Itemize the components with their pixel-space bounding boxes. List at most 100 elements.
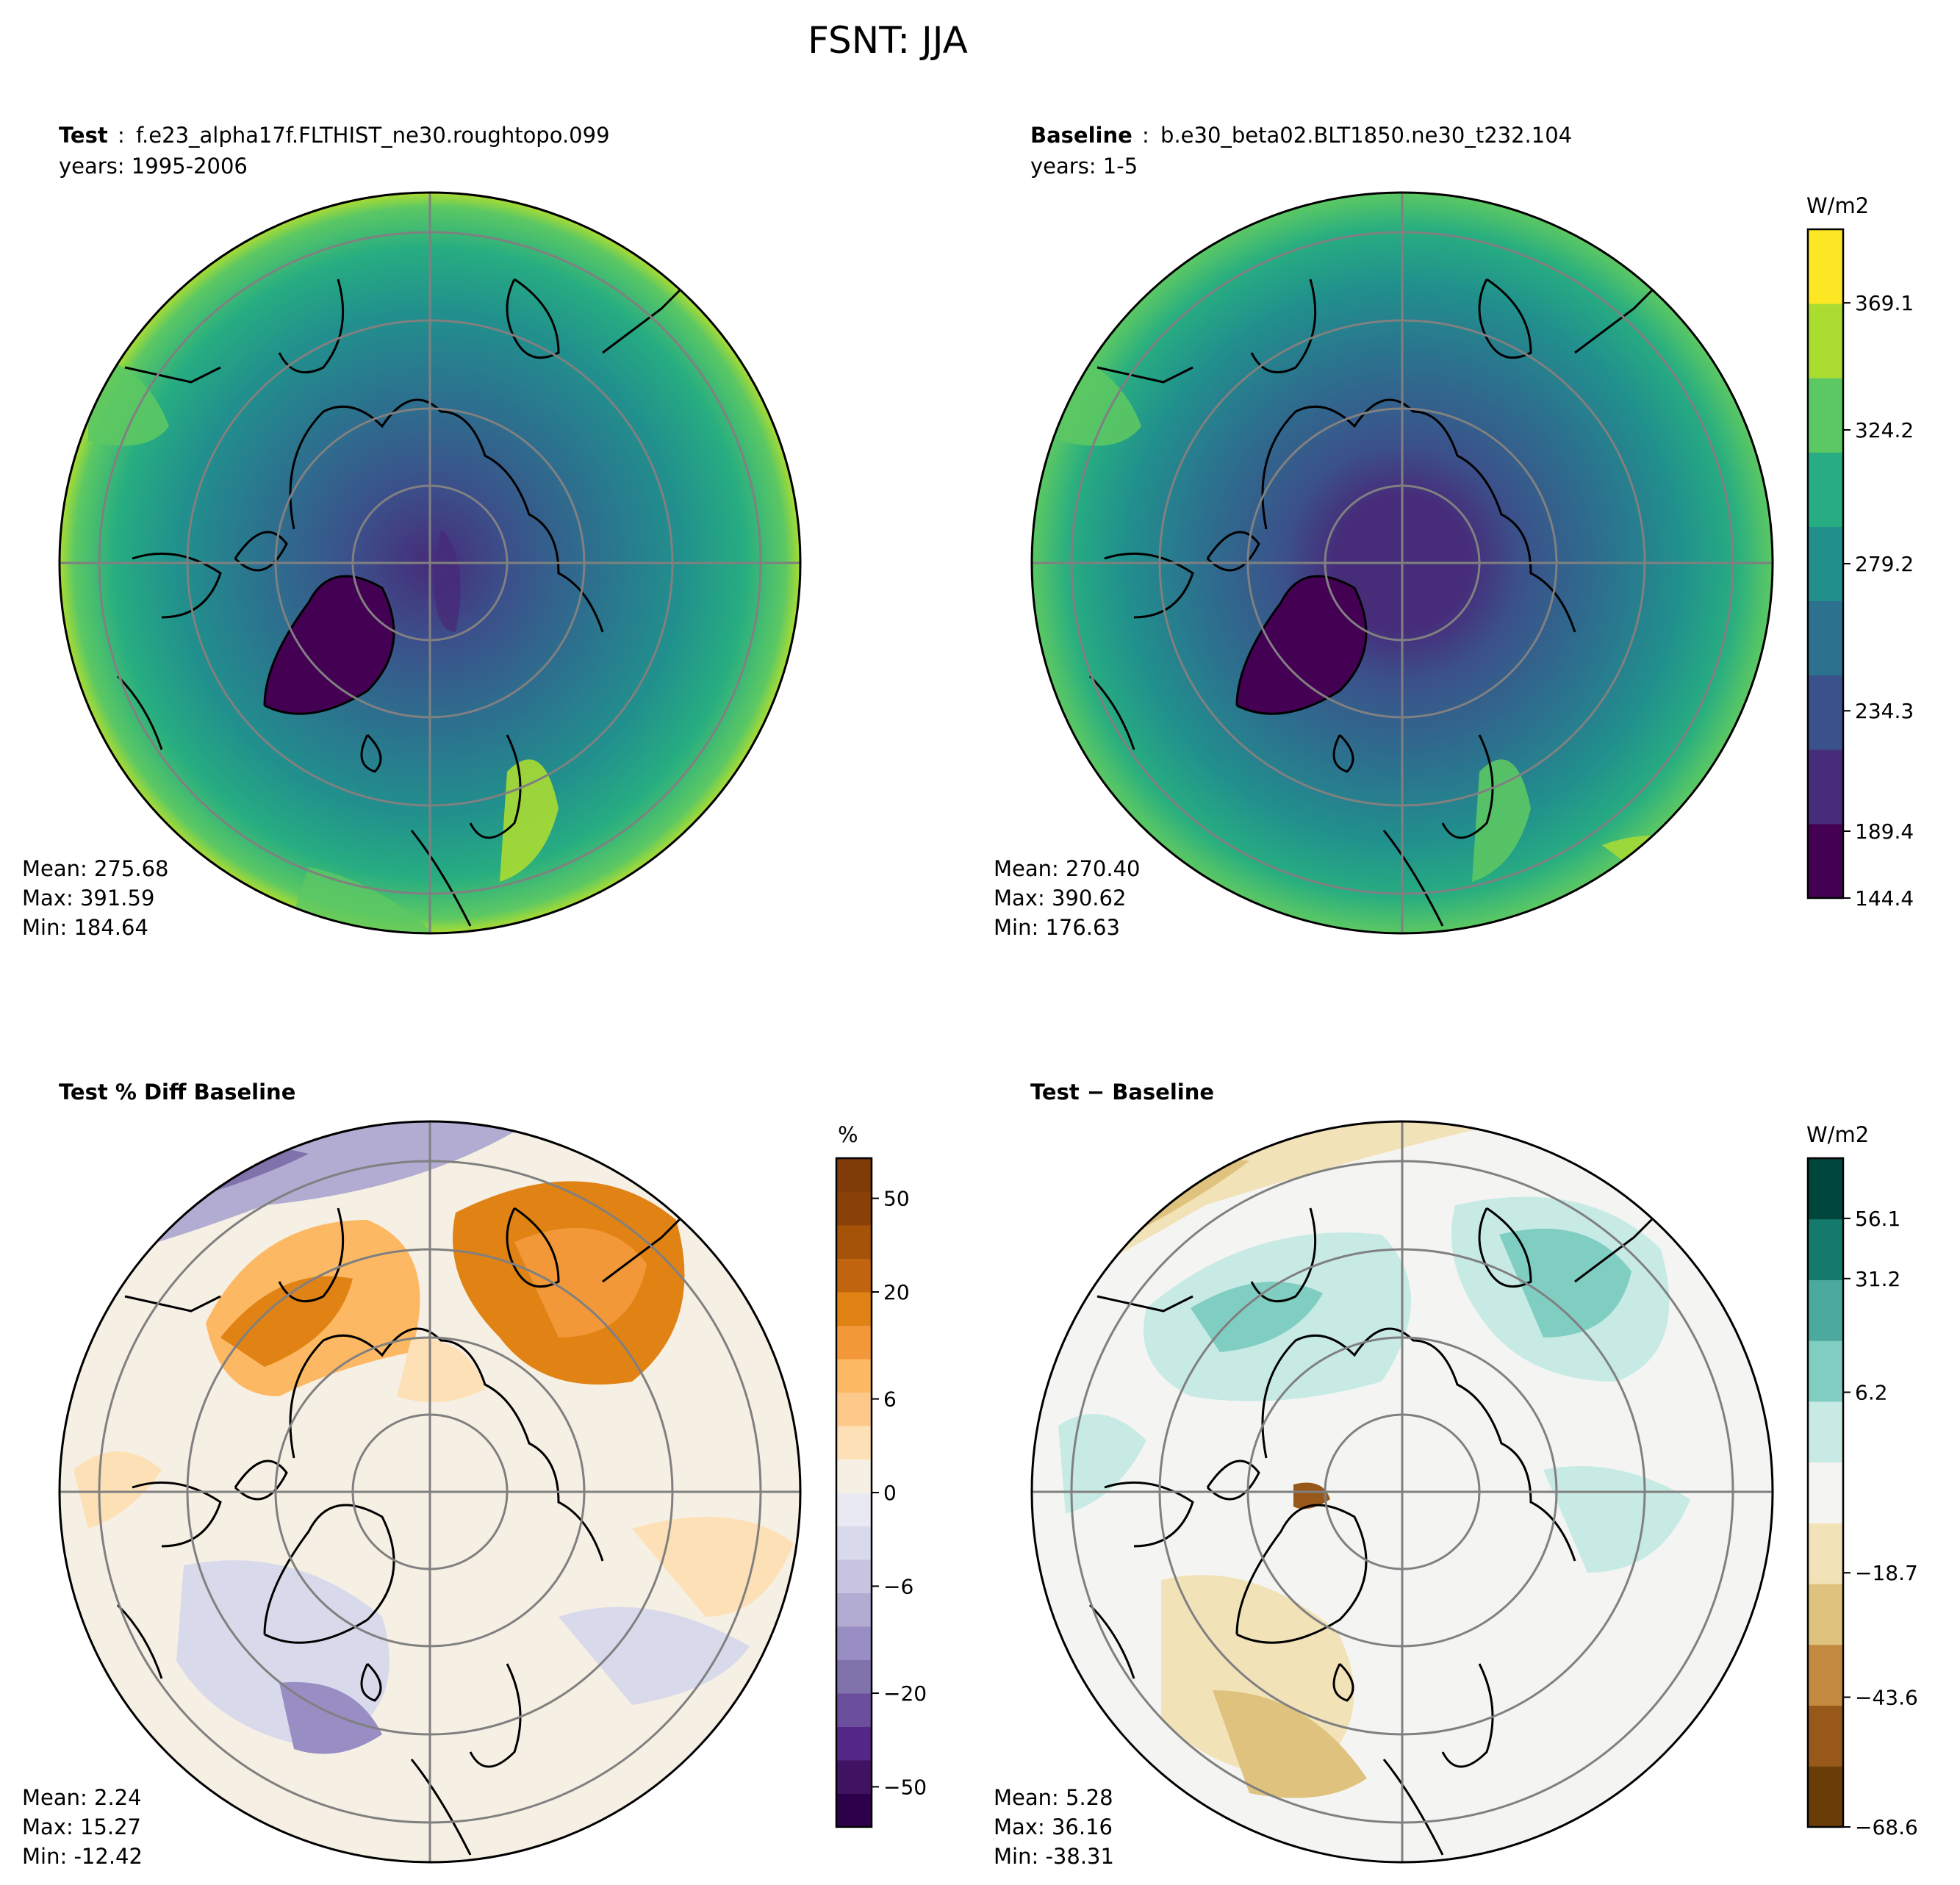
colorbar-diff-band (1808, 1644, 1843, 1706)
panel-diff-map (1032, 1121, 1773, 1862)
colorbar-diff-tick-label: 6.2 (1855, 1381, 1888, 1405)
colorbar-diff-band (1808, 1766, 1843, 1828)
colorbar-pct-ticks: −50 −20 −6 0 6 20 50 (872, 1187, 927, 1799)
colorbar-main-tick-label: 324.2 (1855, 418, 1914, 442)
colorbar-main: W/m2 144.4 189.4 234.3 279.2 324.2 369.1 (1806, 193, 1914, 911)
colorbar-pct-band (836, 1793, 872, 1828)
panel-diff-graticule (1032, 1121, 1773, 1862)
panel-diff: Test − Baseline (994, 1080, 1774, 1869)
colorbar-diff-band (1808, 1523, 1843, 1584)
panel-diff-mean: Mean: 5.28 (994, 1785, 1113, 1810)
colorbar-diff-units: W/m2 (1806, 1122, 1869, 1147)
colorbar-diff: W/m2 −68.6 −43.6 −18.7 6.2 31.2 56.1 (1806, 1122, 1918, 1839)
colorbar-pct-tick-label: 0 (883, 1481, 897, 1505)
panel-test-feature (434, 529, 461, 632)
colorbar-pct: % −50 −20 −6 0 6 20 50 (835, 1122, 927, 1828)
colorbar-pct-band (836, 1593, 872, 1627)
colorbar-pct-band (836, 1493, 872, 1526)
colorbar-diff-bands (1808, 1158, 1843, 1828)
panel-test-graticule (60, 193, 800, 933)
colorbar-pct-band (836, 1292, 872, 1326)
colorbar-diff-band (1808, 1158, 1843, 1220)
colorbar-pct-units: % (838, 1122, 858, 1147)
svg-text:Test : f.e23_alpha: Test : f.e23_alpha17f.FLTHIST_ne30.rough… (59, 123, 610, 148)
panel-baseline-label: Baseline (1030, 123, 1132, 148)
colorbar-diff-band (1808, 1584, 1843, 1645)
panel-pctdiff-title: Test % Diff Baseline (59, 1080, 295, 1105)
figure-title: FSNT: JJA (808, 19, 968, 62)
colorbar-pct-band (836, 1191, 872, 1226)
colorbar-diff-ticks: −68.6 −43.6 −18.7 6.2 31.2 56.1 (1843, 1207, 1918, 1839)
colorbar-pct-tick-label: 50 (883, 1187, 910, 1211)
panel-pctdiff-feature (514, 1227, 647, 1338)
colorbar-diff-tick-label: −18.7 (1855, 1561, 1918, 1585)
colorbar-pct-tick-label: −50 (883, 1775, 927, 1799)
colorbar-main-tick-label: 144.4 (1855, 886, 1914, 911)
colorbar-main-band (1808, 452, 1843, 527)
colorbar-pct-band (836, 1626, 872, 1660)
panel-test-map (60, 193, 800, 933)
panel-diff-feature (1213, 1690, 1367, 1798)
colorbar-pct-band (836, 1693, 872, 1727)
panel-baseline-boundary (1030, 191, 1774, 935)
colorbar-pct-band (836, 1258, 872, 1293)
colorbar-pct-band (836, 1426, 872, 1459)
panel-baseline-map (1032, 193, 1773, 933)
colorbar-pct-band (836, 1760, 872, 1794)
panel-pctdiff-max: Max: 15.27 (22, 1814, 141, 1839)
colorbar-diff-tick-label: 31.2 (1855, 1267, 1900, 1291)
colorbar-diff-band (1808, 1340, 1843, 1402)
colorbar-pct-band (836, 1158, 872, 1192)
panel-pctdiff-min: Min: -12.42 (22, 1844, 143, 1869)
colorbar-diff-band (1808, 1705, 1843, 1767)
panel-test-label: Test (59, 123, 108, 148)
panel-test-boundary (58, 191, 802, 935)
panel-diff-max: Max: 36.16 (994, 1814, 1113, 1839)
colorbar-diff-band (1808, 1279, 1843, 1341)
colorbar-main-band (1808, 378, 1843, 453)
colorbar-main-tick-label: 189.4 (1855, 819, 1914, 844)
panel-pctdiff-mean: Mean: 2.24 (22, 1785, 142, 1810)
panel-baseline-sep: : (1142, 123, 1149, 148)
colorbar-diff-tick-label: −68.6 (1855, 1815, 1918, 1839)
colorbar-pct-band (836, 1659, 872, 1694)
panel-diff-feature (1499, 1228, 1631, 1338)
colorbar-pct-band (836, 1559, 872, 1593)
panel-diff-feature (1293, 1482, 1330, 1509)
colorbar-pct-tick-label: −6 (883, 1574, 913, 1598)
colorbar-diff-band (1808, 1218, 1843, 1280)
panel-baseline-max: Max: 390.62 (994, 886, 1126, 911)
colorbar-pct-band (836, 1392, 872, 1426)
panel-pctdiff-map (60, 1121, 800, 1862)
panel-baseline-mean: Mean: 270.40 (994, 856, 1140, 881)
panel-pctdiff-feature (73, 1451, 162, 1529)
panel-pctdiff-feature (397, 1338, 485, 1402)
panel-diff-feature (1058, 1414, 1146, 1514)
panel-baseline-graticule (1032, 193, 1773, 933)
colorbar-main-ticks: 144.4 189.4 234.3 279.2 324.2 369.1 (1843, 291, 1914, 911)
panel-test-feature (279, 867, 441, 933)
colorbar-main-band (1808, 823, 1843, 899)
panel-pctdiff: Test % Diff Baseline (22, 1080, 802, 1869)
panel-diff-min: Min: -38.31 (994, 1844, 1114, 1869)
colorbar-main-band (1808, 229, 1843, 304)
panel-test-max: Max: 391.59 (22, 886, 154, 911)
svg-text:Baseline : b.e30_b: Baseline : b.e30_beta02.BLT1850.ne30_t23… (1030, 123, 1572, 148)
colorbar-main-tick-label: 234.3 (1855, 699, 1914, 723)
colorbar-diff-frame (1806, 1157, 1845, 1828)
colorbar-pct-band (836, 1225, 872, 1259)
colorbar-main-tick-label: 279.2 (1855, 552, 1914, 576)
colorbar-main-band (1808, 526, 1843, 602)
panel-test-mean: Mean: 275.68 (22, 856, 168, 881)
colorbar-diff-band (1808, 1462, 1843, 1523)
colorbar-pct-tick-label: −20 (883, 1681, 927, 1706)
colorbar-main-units: W/m2 (1806, 193, 1869, 218)
panel-test: Test : f.e23_alpha17f.FLTHIST_ne30.rough… (22, 123, 802, 940)
colorbar-diff-tick-label: −43.6 (1855, 1685, 1918, 1709)
colorbar-main-band (1808, 675, 1843, 750)
panel-baseline-years: years: 1-5 (1030, 154, 1138, 179)
colorbar-main-bands (1808, 229, 1843, 899)
colorbar-main-band (1808, 600, 1843, 676)
colorbar-pct-band (836, 1359, 872, 1393)
